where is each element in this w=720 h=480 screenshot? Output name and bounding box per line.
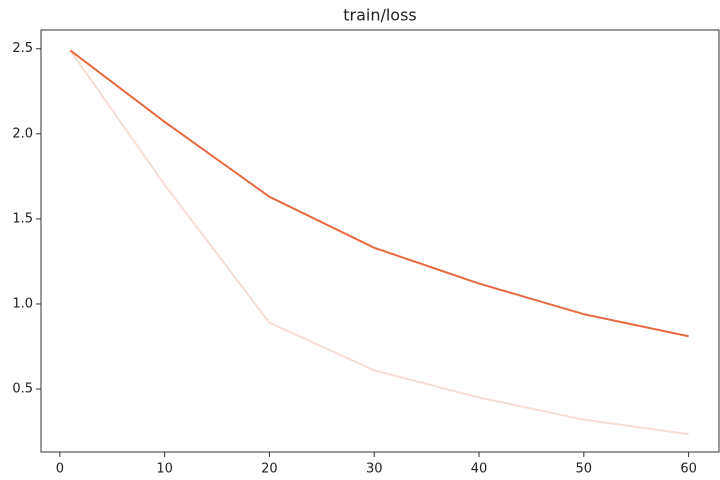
chart-title: train/loss bbox=[343, 6, 417, 25]
x-tick-label: 0 bbox=[56, 462, 64, 477]
series-line bbox=[69, 49, 689, 436]
x-tick-label: 40 bbox=[471, 462, 488, 477]
x-tick-label: 20 bbox=[261, 462, 278, 477]
x-tick-label: 60 bbox=[680, 462, 697, 477]
y-tick-label: 2.5 bbox=[12, 41, 33, 56]
plot-frame bbox=[40, 29, 720, 453]
series-line bbox=[69, 49, 689, 338]
x-tick-label: 30 bbox=[366, 462, 383, 477]
x-tick-label: 10 bbox=[156, 462, 173, 477]
y-tick-label: 0.5 bbox=[12, 382, 33, 397]
y-tick-label: 2.0 bbox=[12, 126, 33, 141]
x-tick-label: 50 bbox=[576, 462, 593, 477]
y-tick-label: 1.0 bbox=[12, 296, 33, 311]
y-tick-label: 1.5 bbox=[12, 211, 33, 226]
